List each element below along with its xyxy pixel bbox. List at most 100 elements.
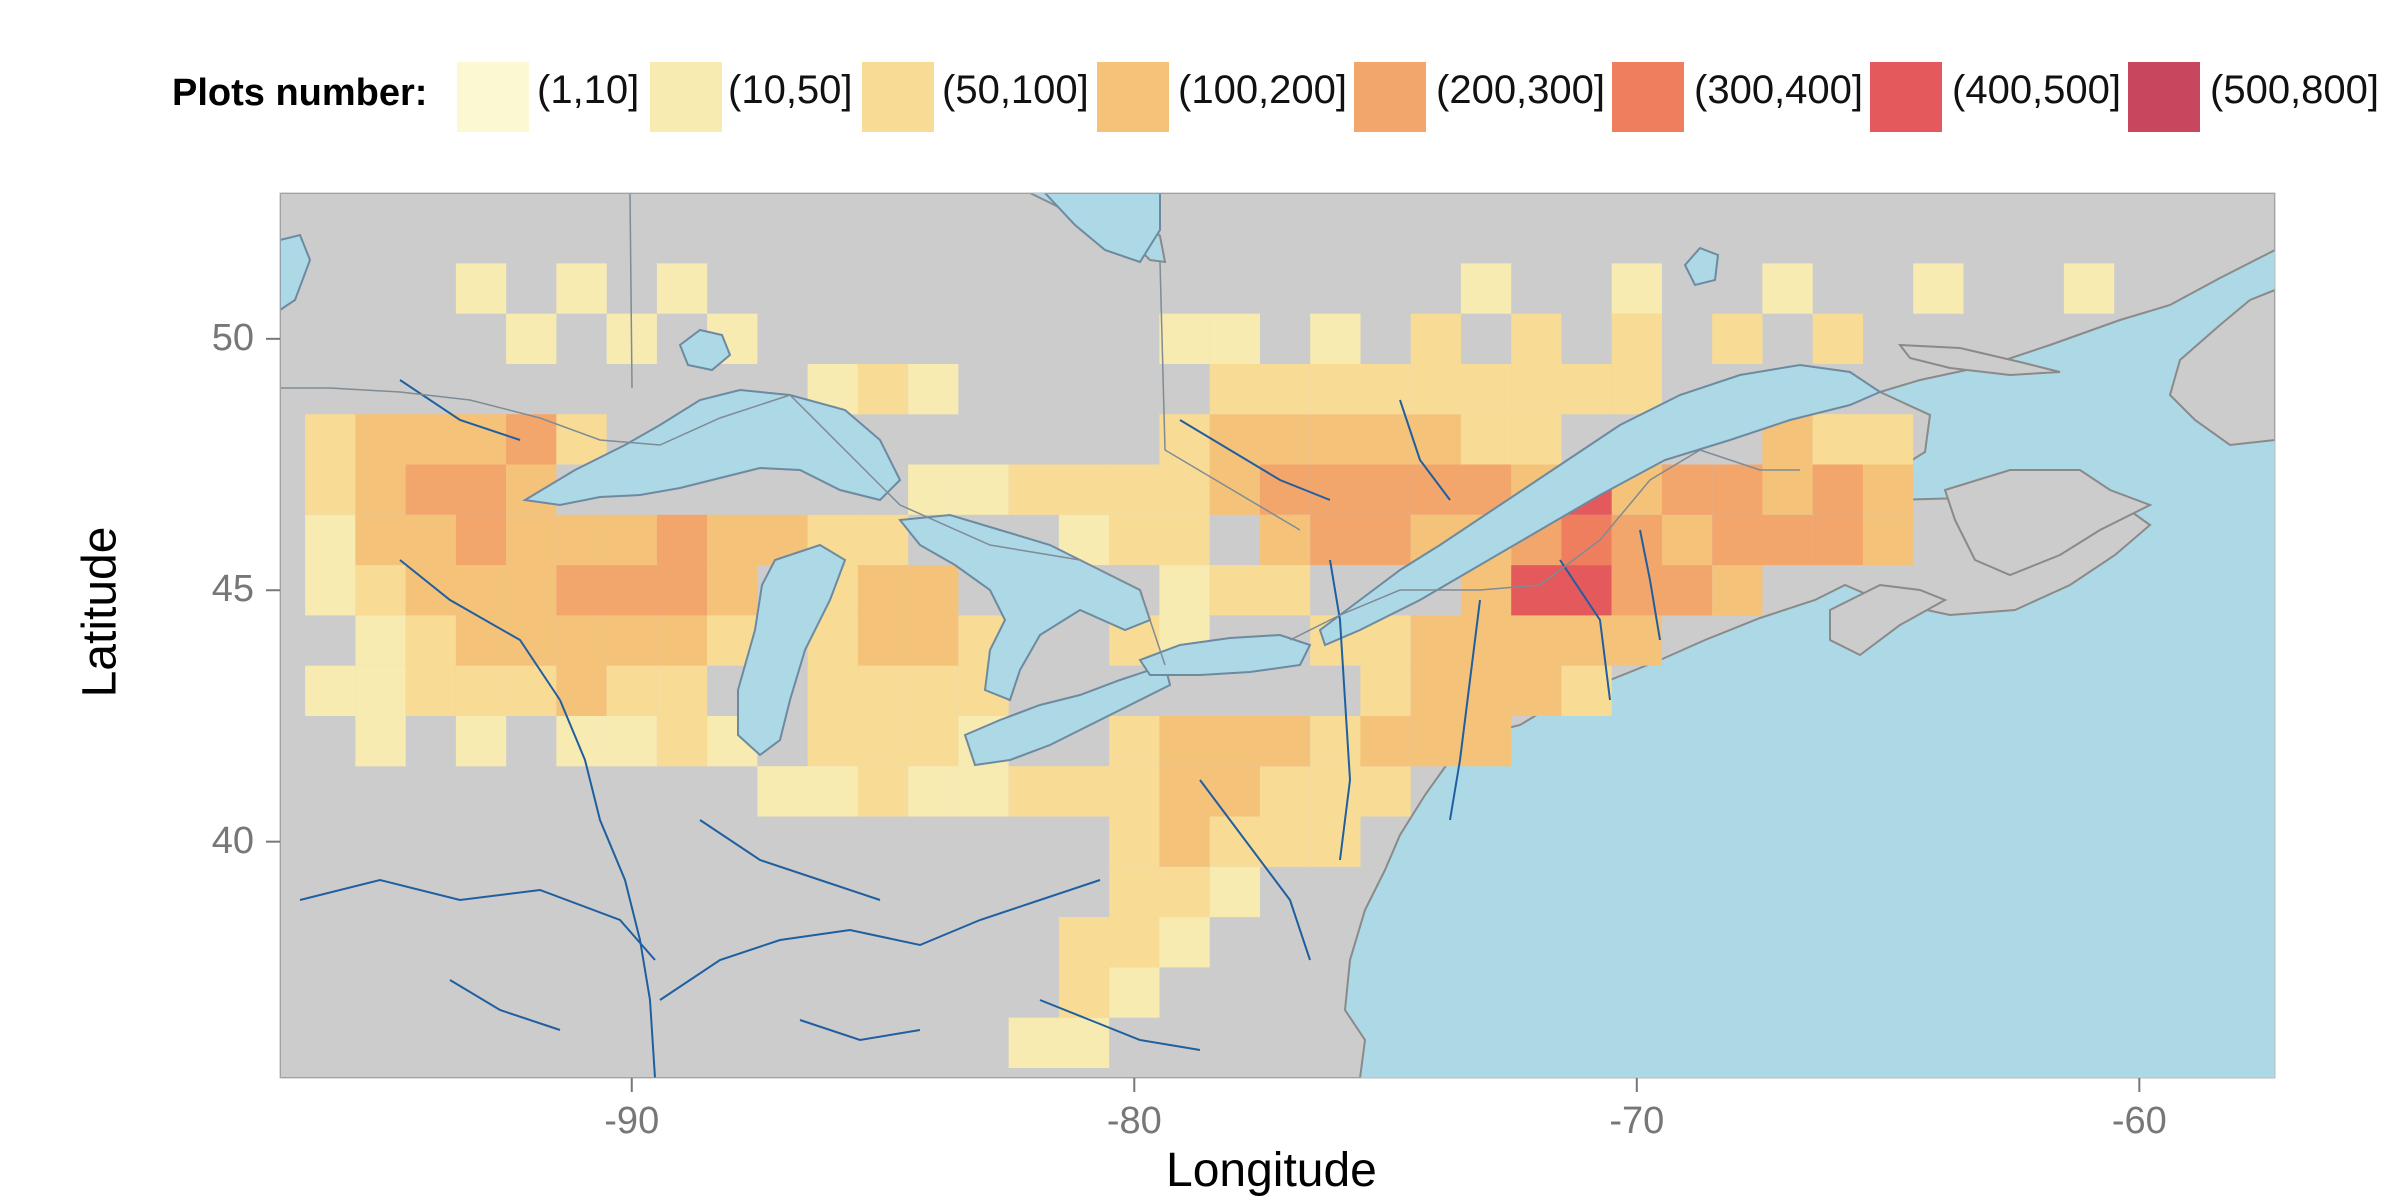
heatmap-cell [1712, 313, 1763, 364]
lake-michigan [737, 543, 847, 757]
heatmap-cell [1511, 414, 1562, 465]
heatmap-cell [1109, 514, 1160, 566]
lake-ontario [1138, 633, 1312, 676]
heatmap-cell [1159, 917, 1210, 968]
x-axis-title: Longitude [1166, 1144, 1377, 1197]
heatmap-cell [1259, 766, 1311, 817]
heatmap-cell [1410, 364, 1461, 415]
heatmap-cell [1460, 716, 1512, 767]
heatmap-cell [656, 716, 708, 767]
heatmap-cell [1159, 866, 1210, 918]
heatmap-cell [1008, 464, 1059, 515]
heatmap-cell [405, 665, 456, 716]
heatmap-cell [455, 464, 507, 515]
heatmap-cell [656, 615, 708, 666]
heatmap-cell [857, 364, 909, 415]
heatmap-cell [556, 514, 607, 566]
heatmap-cell [455, 263, 507, 314]
heatmap-cell [908, 464, 959, 515]
heatmap-cell [1310, 414, 1361, 465]
heatmap-cell [908, 665, 959, 716]
x-tick-label: -70 [1609, 1100, 1665, 1142]
anticosti-island [1897, 343, 2061, 377]
heatmap-cell [305, 464, 356, 515]
tick-marks [266, 337, 2141, 1092]
heatmap-cell [1360, 464, 1411, 515]
heatmap-cell [757, 766, 808, 817]
heatmap-cell [1812, 313, 1863, 364]
heatmap-cell [1209, 414, 1260, 465]
heatmap-cell [1460, 615, 1512, 666]
legend-key [2128, 62, 2200, 132]
heatmap-cell [355, 565, 406, 616]
heatmap-cell [1058, 464, 1110, 515]
legend-label: (200,300] [1436, 68, 1606, 112]
heatmap-cell [1812, 414, 1863, 465]
heatmap-cell [908, 615, 959, 666]
heatmap-cell [455, 615, 507, 666]
y-axis-title: Latitude [73, 526, 127, 698]
heatmap-cell [857, 766, 909, 817]
heatmap-cell [1259, 716, 1311, 767]
heatmap-cell [1058, 967, 1110, 1018]
newfoundland [2168, 288, 2275, 447]
heatmap-cell [455, 716, 507, 767]
legend-label: (50,100] [942, 68, 1089, 112]
heatmap-cell [1762, 464, 1813, 515]
heatmap-cell [1209, 766, 1260, 817]
heatmap-cell [1159, 816, 1210, 867]
heatmap-cell [1360, 665, 1411, 716]
heatmap-cell [1008, 1017, 1059, 1068]
heatmap-cell [1862, 414, 1914, 465]
heatmap-cell [1712, 514, 1763, 566]
heatmap-cell [1511, 615, 1562, 666]
heatmap-cell [1511, 665, 1562, 716]
heatmap-cell [1310, 716, 1361, 767]
heatmap-cell [506, 414, 557, 465]
heatmap-cell [1259, 514, 1311, 566]
heatmap-cell [1109, 917, 1160, 968]
lake-superior [522, 388, 902, 507]
nova-scotia [1943, 469, 2153, 577]
cape-breton [1829, 583, 1948, 657]
plot-panel-border [279, 192, 2276, 1079]
heatmap-cell [1159, 716, 1210, 767]
heatmap-cell [355, 414, 406, 465]
heatmap-cell [355, 464, 406, 515]
heatmap-cell [857, 565, 909, 616]
heatmap-cell [405, 565, 456, 616]
heatmap-cell [1561, 514, 1612, 566]
heatmap-cell [958, 766, 1009, 817]
heatmap-cell [305, 665, 356, 716]
heatmap-cell [908, 565, 959, 616]
heatmap-cell [958, 464, 1009, 515]
heatmap-cell [1209, 866, 1260, 918]
legend-label: (300,400] [1694, 68, 1864, 112]
heatmap-cell [1259, 816, 1311, 867]
heatmap-cell [506, 313, 557, 364]
heatmap-cell [1310, 514, 1361, 566]
heatmap-cell [857, 716, 909, 767]
heatmap-cell [857, 615, 909, 666]
heatmap-cell [1109, 816, 1160, 867]
heatmap-cell [656, 565, 708, 616]
heatmap-cell [1611, 615, 1662, 666]
heatmap-cell [1611, 313, 1662, 364]
heatmap-cell [1209, 364, 1260, 415]
lake-mistassini [1683, 246, 1720, 287]
hudson-bay-edge [1043, 193, 1161, 264]
heatmap-cell [1762, 514, 1813, 566]
heatmap-cell [1058, 917, 1110, 968]
heatmap-cell [1209, 313, 1260, 364]
heatmap-cell [506, 565, 557, 616]
heatmap-cell [1460, 414, 1512, 465]
heatmap-cell [1862, 464, 1914, 515]
heatmap-cell [2063, 263, 2115, 314]
heatmap-cell [857, 514, 909, 566]
heatmap-cell [1762, 263, 1813, 314]
legend-key [862, 62, 934, 132]
x-tick-label: -90 [604, 1100, 660, 1142]
heatmap-cells [305, 263, 2115, 1068]
legend-key [1354, 62, 1426, 132]
heatmap-cell [1812, 464, 1863, 515]
